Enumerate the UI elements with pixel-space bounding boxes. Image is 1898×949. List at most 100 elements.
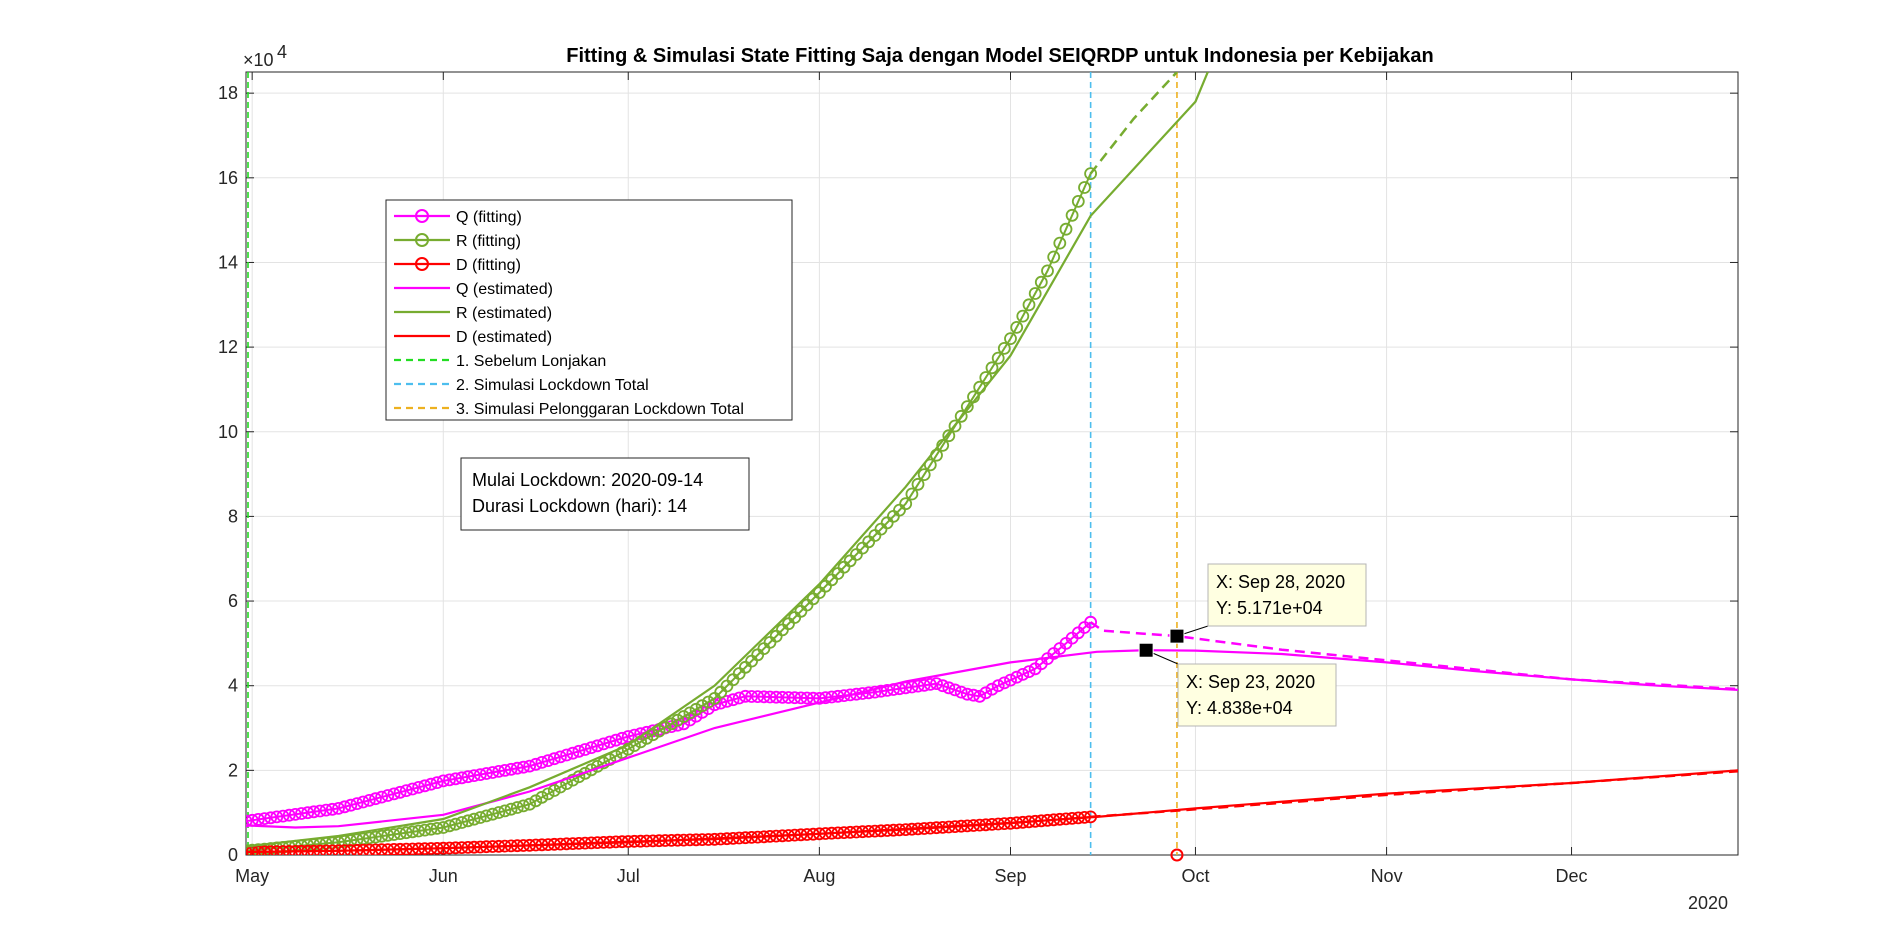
legend-marker [415, 257, 429, 271]
fitting-marker [794, 691, 808, 705]
fitting-marker [1028, 287, 1042, 300]
fitting-marker [535, 756, 549, 769]
fitting-marker [665, 717, 678, 731]
fitting-marker [683, 713, 697, 727]
fitting-marker [387, 828, 401, 841]
info-line-start: Mulai Lockdown: 2020-09-14 [472, 470, 703, 490]
fitting-marker [381, 828, 395, 842]
fitting-marker [282, 808, 296, 822]
datatip-y-text: Y: 5.171e+04 [1216, 598, 1323, 618]
fitting-marker [985, 682, 999, 696]
fitting-marker [393, 827, 407, 840]
fitting-marker [1084, 167, 1097, 181]
fitting-line [246, 173, 1092, 852]
fitting-marker [1071, 194, 1085, 208]
legend-marker [415, 233, 429, 247]
legend-item: 3. Simulasi Pelonggaran Lockdown Total [394, 401, 744, 418]
fitting-marker [566, 746, 580, 760]
fitting-marker [461, 814, 475, 828]
fitting-marker [1010, 320, 1024, 334]
info-box: Mulai Lockdown: 2020-09-14 Durasi Lockdow… [460, 457, 750, 531]
y-exponent-power: 4 [277, 42, 287, 62]
fitting-marker [449, 772, 463, 786]
fitting-marker [1041, 264, 1054, 278]
y-exponent-label: ×10 [243, 50, 274, 70]
fitting-marker [424, 777, 438, 791]
fitting-marker [597, 756, 610, 770]
fitting-marker [492, 765, 506, 778]
legend-item: Q (estimated) [394, 281, 553, 298]
series-line [246, 769, 1738, 854]
fitting-marker [566, 773, 580, 787]
datatip: X: Sep 23, 2020 Y: 4.838e+04 [1138, 642, 1337, 727]
fitting-marker [763, 690, 777, 704]
fitting-marker [430, 822, 444, 835]
fitting-marker [732, 691, 746, 705]
fitting-marker [819, 691, 832, 705]
fitting-marker [264, 811, 278, 825]
fitting-marker [554, 750, 567, 764]
fitting-marker [295, 807, 308, 820]
fitting-marker [776, 690, 789, 704]
fitting-marker [325, 802, 339, 816]
fitting-marker [473, 768, 487, 781]
datatip-x-text: X: Sep 28, 2020 [1216, 572, 1345, 592]
fitting-marker [529, 757, 543, 771]
legend-label: 3. Simulasi Pelonggaran Lockdown Total [456, 401, 744, 418]
legend-item: Q (fitting) [394, 209, 522, 226]
fitting-marker [467, 769, 481, 782]
fitting-marker [418, 823, 432, 837]
fitting-marker [985, 361, 999, 375]
fitting-marker [449, 817, 463, 831]
x-tick-label: Nov [1371, 866, 1403, 886]
fitting-marker [399, 784, 413, 797]
fitting-marker [695, 706, 709, 719]
datatip-x-text: X: Sep 23, 2020 [1186, 672, 1315, 692]
legend-item: D (estimated) [394, 329, 552, 346]
fitting-marker [658, 721, 672, 734]
fitting-marker [356, 795, 370, 809]
fitting-marker [954, 685, 968, 699]
fitting-series [246, 167, 1097, 855]
fitting-marker [757, 690, 771, 704]
fitting-marker [979, 686, 993, 700]
fitting-marker [1065, 208, 1079, 222]
fitting-marker [788, 691, 802, 705]
fitting-marker [726, 693, 740, 707]
fitting-marker [874, 684, 888, 698]
fitting-marker [479, 809, 493, 823]
fitting-marker [745, 690, 758, 703]
fitting-marker [560, 748, 573, 762]
fitting-marker [307, 805, 321, 819]
datatip-y-text: Y: 4.838e+04 [1186, 698, 1293, 718]
fitting-marker [782, 691, 795, 704]
fitting-marker [406, 782, 419, 796]
fitting-marker [498, 764, 512, 777]
fitting-marker [868, 685, 882, 699]
datatip-marker [1169, 628, 1185, 644]
fitting-marker [1022, 298, 1036, 312]
legend: Q (fitting) R (fitting) D (fitting) Q (esti… [385, 199, 793, 421]
legend-label: R (estimated) [456, 305, 552, 322]
legend-label: Q (fitting) [456, 209, 522, 226]
fitting-marker [418, 779, 432, 793]
fitting-marker [1016, 668, 1030, 681]
fitting-marker [991, 351, 1005, 365]
fitting-marker [535, 790, 549, 804]
fitting-marker [1059, 222, 1073, 236]
fitting-marker [375, 790, 389, 804]
fitting-marker [319, 803, 333, 817]
fitting-marker [412, 824, 426, 838]
fitting-marker [362, 794, 376, 807]
fitting-marker [443, 773, 456, 787]
fitting-marker [455, 816, 469, 829]
fitting-marker [443, 819, 456, 833]
y-tick-label: 0 [228, 845, 238, 865]
chart-title: Fitting & Simulasi State Fitting Saja de… [566, 45, 1434, 67]
fitting-marker [436, 774, 450, 788]
fitting-marker [825, 690, 839, 704]
fitting-marker [529, 794, 543, 808]
y-tick-label: 14 [218, 252, 238, 272]
